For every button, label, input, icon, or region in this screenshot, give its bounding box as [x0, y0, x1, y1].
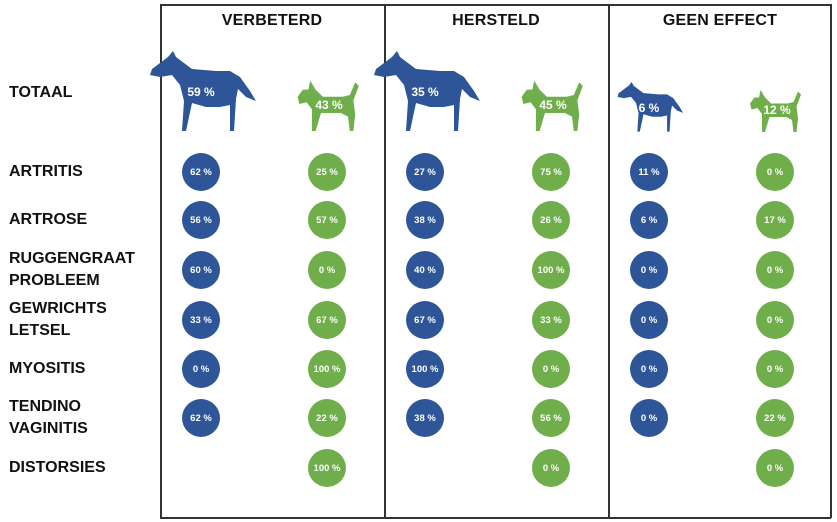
- horse-icon: [150, 51, 256, 131]
- horse-value-circle: 56 %: [182, 201, 220, 239]
- dog-value-circle: 0 %: [532, 449, 570, 487]
- horse-value-circle: 0 %: [630, 350, 668, 388]
- dog-value-circle: 22 %: [756, 399, 794, 437]
- row-label: MYOSITIS: [9, 360, 86, 377]
- dog-value-circle: 0 %: [756, 301, 794, 339]
- dog-icon: [297, 80, 359, 132]
- table-bottom-border: [160, 517, 831, 519]
- horse-value-circle: 67 %: [406, 301, 444, 339]
- dog-value-circle: 25 %: [308, 153, 346, 191]
- dog-value-circle: 57 %: [308, 201, 346, 239]
- column-divider: [608, 4, 610, 518]
- dog-value-circle: 33 %: [532, 301, 570, 339]
- horse-value-circle: 6 %: [630, 201, 668, 239]
- horse-value-circle: 0 %: [630, 301, 668, 339]
- column-divider: [830, 4, 832, 518]
- dog-value-circle: 56 %: [532, 399, 570, 437]
- horse-value-circle: 11 %: [630, 153, 668, 191]
- dog-value-circle: 0 %: [756, 350, 794, 388]
- row-label: TENDINO VAGINITIS: [9, 398, 88, 437]
- dog-value-circle: 26 %: [532, 201, 570, 239]
- dog-value-circle: 100 %: [308, 350, 346, 388]
- horse-value-circle: 0 %: [630, 399, 668, 437]
- row-label: DISTORSIES: [9, 459, 106, 476]
- dog-value-circle: 22 %: [308, 399, 346, 437]
- dog-value-circle: 0 %: [756, 153, 794, 191]
- horse-value-circle: 0 %: [182, 350, 220, 388]
- horse-value-circle: 38 %: [406, 399, 444, 437]
- horse-value-circle: 62 %: [182, 153, 220, 191]
- horse-total-label: 6 %: [638, 100, 660, 115]
- horse-value-circle: 60 %: [182, 251, 220, 289]
- horse-value-circle: 100 %: [406, 350, 444, 388]
- dog-value-circle: 100 %: [308, 449, 346, 487]
- dog-total-label: 12 %: [763, 102, 791, 117]
- horse-value-circle: 40 %: [406, 251, 444, 289]
- horse-value-circle: 33 %: [182, 301, 220, 339]
- dog-value-circle: 100 %: [532, 251, 570, 289]
- dog-value-circle: 0 %: [532, 350, 570, 388]
- horse-icon: [617, 82, 684, 132]
- horse-icon: [374, 51, 480, 131]
- dog-value-circle: 67 %: [308, 301, 346, 339]
- dog-value-circle: 17 %: [756, 201, 794, 239]
- column-divider: [160, 4, 162, 518]
- row-label-totaal: TOTAAL: [9, 84, 73, 101]
- horse-value-circle: 62 %: [182, 399, 220, 437]
- horse-total-label: 59 %: [187, 85, 215, 99]
- dog-value-circle: 0 %: [756, 251, 794, 289]
- column-divider: [384, 4, 386, 518]
- row-label: GEWRICHTS LETSEL: [9, 300, 107, 339]
- table-top-border: [160, 4, 831, 6]
- row-label: ARTRITIS: [9, 163, 83, 180]
- row-label: ARTROSE: [9, 211, 88, 228]
- row-label: RUGGENGRAAT PROBLEEM: [9, 250, 135, 289]
- column-title: GEEN EFFECT: [662, 12, 778, 29]
- column-title: VERBETERD: [221, 12, 323, 29]
- horse-value-circle: 0 %: [630, 251, 668, 289]
- horse-total-label: 35 %: [411, 85, 439, 99]
- horse-value-circle: 38 %: [406, 201, 444, 239]
- column-title: HERSTELD: [452, 12, 540, 29]
- dog-icon: [521, 80, 583, 132]
- dog-total-label: 45 %: [539, 98, 567, 113]
- dog-value-circle: 0 %: [308, 251, 346, 289]
- horse-value-circle: 27 %: [406, 153, 444, 191]
- dog-value-circle: 0 %: [756, 449, 794, 487]
- dog-total-label: 43 %: [315, 98, 343, 113]
- dog-icon: [750, 89, 802, 132]
- dog-value-circle: 75 %: [532, 153, 570, 191]
